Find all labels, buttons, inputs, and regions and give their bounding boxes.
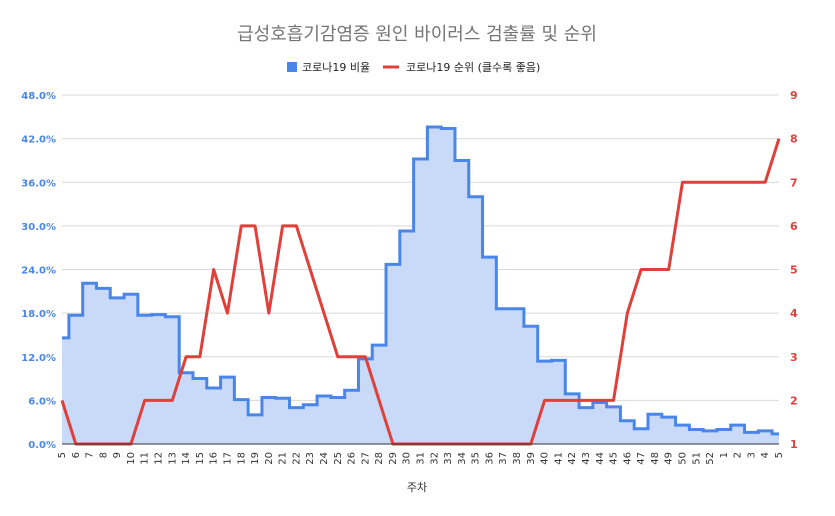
y-right-tick-label: 2 — [790, 394, 798, 407]
legend-label-rank: 코로나19 순위 (클수록 좋음) — [406, 61, 540, 74]
x-tick-label: 48 — [650, 452, 661, 465]
x-tick-label: 42 — [567, 452, 578, 465]
x-tick-label: 52 — [705, 452, 716, 465]
x-tick-label: 2 — [733, 452, 744, 458]
y-right-tick-label: 6 — [790, 220, 798, 233]
y-left-tick-label: 42.0% — [21, 135, 56, 146]
chart-title: 급성호흡기감염증 원인 바이러스 검출률 및 순위 — [237, 24, 597, 45]
x-tick-label: 26 — [347, 452, 358, 465]
x-axis-label: 주차 — [407, 481, 427, 494]
y-right-tick-label: 3 — [790, 351, 798, 364]
x-tick-label: 46 — [622, 452, 633, 465]
x-tick-label: 13 — [167, 452, 178, 465]
x-tick-label: 35 — [471, 452, 482, 465]
x-tick-label: 31 — [416, 452, 427, 465]
x-tick-label: 27 — [360, 452, 371, 465]
y-axis-left: 0.0% 6.0% 12.0% 18.0% 24.0% 30.0% 36.0% 42.0% 48… — [21, 91, 56, 451]
x-tick-label: 41 — [553, 452, 564, 465]
y-left-tick-label: 48.0% — [21, 91, 56, 102]
x-axis: 5 6 7 8 9 10 11 12 13 14 15 16 17 18 19 20 21 22 23 24 25 26 2… — [57, 443, 785, 465]
x-tick-label: 1 — [719, 452, 730, 458]
y-right-tick-label: 5 — [790, 264, 798, 277]
x-tick-label: 14 — [181, 452, 192, 465]
y-right-tick-label: 8 — [790, 133, 798, 146]
x-tick-label: 37 — [498, 452, 509, 465]
x-tick-label: 29 — [388, 452, 399, 465]
y-left-tick-label: 18.0% — [21, 309, 56, 320]
y-right-tick-label: 1 — [790, 438, 798, 451]
x-tick-label: 3 — [746, 452, 757, 458]
x-tick-label: 33 — [443, 452, 454, 465]
x-tick-label: 45 — [609, 452, 620, 465]
x-tick-label: 50 — [677, 452, 688, 465]
x-tick-label: 34 — [457, 452, 468, 465]
y-right-tick-label: 7 — [790, 176, 798, 189]
x-tick-label: 12 — [154, 452, 165, 465]
x-tick-label: 5 — [57, 452, 68, 458]
x-tick-label: 22 — [291, 452, 302, 465]
x-tick-label: 17 — [222, 452, 233, 465]
x-tick-label: 11 — [140, 452, 151, 465]
y-left-tick-label: 12.0% — [21, 353, 56, 364]
x-tick-label: 36 — [484, 452, 495, 465]
y-left-tick-label: 36.0% — [21, 178, 56, 189]
x-tick-label: 8 — [98, 452, 109, 458]
legend-swatch-ratio — [287, 62, 297, 72]
x-tick-label: 6 — [71, 452, 82, 458]
x-tick-label: 49 — [664, 452, 675, 465]
x-tick-label: 25 — [333, 452, 344, 465]
x-tick-label: 4 — [760, 452, 771, 458]
x-tick-label: 15 — [195, 452, 206, 465]
legend: 코로나19 비율 코로나19 순위 (클수록 좋음) — [287, 61, 540, 74]
x-tick-label: 20 — [264, 452, 275, 465]
y-axis-right: 1 2 3 4 5 6 7 8 9 — [790, 89, 798, 451]
x-tick-label: 9 — [112, 452, 123, 458]
x-tick-label: 47 — [636, 452, 647, 465]
y-right-tick-label: 9 — [790, 89, 798, 102]
x-tick-label: 21 — [278, 452, 289, 465]
x-tick-label: 23 — [305, 452, 316, 465]
x-tick-label: 7 — [85, 452, 96, 458]
x-tick-label: 40 — [540, 452, 551, 465]
y-left-tick-label: 6.0% — [28, 396, 56, 407]
x-tick-label: 5 — [774, 452, 785, 458]
x-tick-label: 43 — [581, 452, 592, 465]
y-left-tick-label: 0.0% — [28, 440, 56, 451]
x-tick-label: 32 — [429, 452, 440, 465]
y-left-tick-label: 30.0% — [21, 222, 56, 233]
x-tick-label: 51 — [691, 452, 702, 465]
legend-label-ratio: 코로나19 비율 — [302, 61, 370, 74]
x-tick-label: 18 — [236, 452, 247, 465]
x-tick-label: 28 — [374, 452, 385, 465]
x-tick-label: 10 — [126, 452, 137, 465]
x-tick-label: 16 — [209, 452, 220, 465]
x-tick-label: 44 — [595, 452, 606, 465]
x-tick-label: 19 — [250, 452, 261, 465]
x-tick-label: 30 — [402, 452, 413, 465]
y-right-tick-label: 4 — [790, 307, 798, 320]
y-left-tick-label: 24.0% — [21, 266, 56, 277]
ratio-area-fill — [62, 126, 779, 445]
x-tick-label: 38 — [512, 452, 523, 465]
x-tick-label: 39 — [526, 452, 537, 465]
ratio-series — [61, 125, 780, 445]
x-tick-label: 24 — [319, 452, 330, 465]
